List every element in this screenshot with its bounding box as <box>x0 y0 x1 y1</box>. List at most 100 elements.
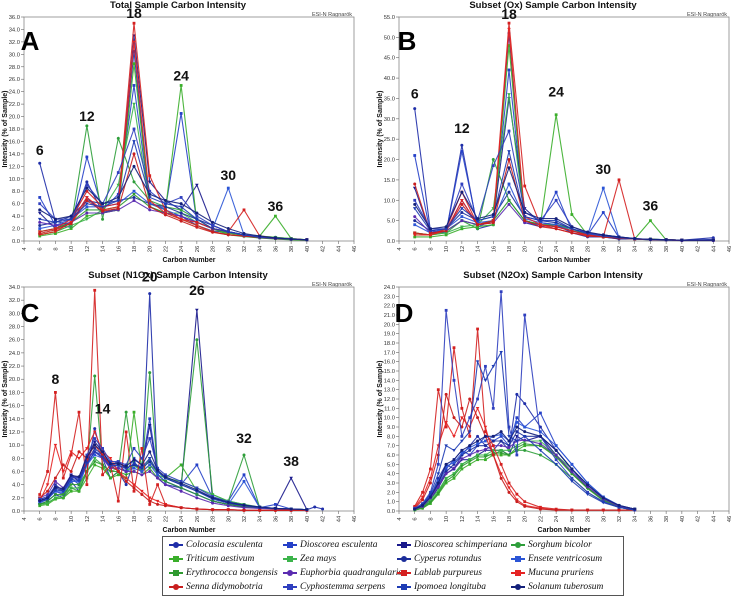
data-point <box>664 238 668 242</box>
data-point <box>46 489 50 493</box>
data-point <box>93 446 97 450</box>
data-point <box>85 124 89 128</box>
peak-annotation: 32 <box>236 430 252 446</box>
data-point <box>53 493 58 497</box>
data-point <box>179 217 183 222</box>
y-tick-label: 18.0 <box>9 127 20 133</box>
data-point <box>226 504 230 508</box>
x-tick-label: 22 <box>538 246 544 252</box>
data-point <box>77 410 81 414</box>
x-tick-label: 16 <box>116 516 122 522</box>
data-point <box>124 469 128 473</box>
legend-swatch <box>169 569 183 577</box>
x-tick-label: 42 <box>321 516 327 522</box>
data-point <box>460 451 464 455</box>
legend-label: Mucuna pruriens <box>528 568 594 578</box>
data-point <box>147 199 152 203</box>
data-point <box>476 442 479 446</box>
x-tick-label: 36 <box>648 516 654 522</box>
data-point <box>467 460 472 464</box>
y-tick-label: 14.0 <box>384 378 395 384</box>
data-point <box>421 490 424 494</box>
data-point <box>515 439 519 443</box>
data-point <box>210 493 215 497</box>
y-tick-label: 18.0 <box>9 390 20 396</box>
data-point <box>148 174 152 178</box>
data-point <box>195 338 199 342</box>
data-point <box>77 456 81 461</box>
x-tick-label: 44 <box>711 245 717 252</box>
data-point <box>554 453 558 457</box>
data-point <box>507 446 511 450</box>
data-point <box>69 227 73 230</box>
data-point <box>132 410 136 414</box>
legend-item: Sorghum bicolor <box>511 540 592 554</box>
data-point <box>155 499 160 503</box>
x-tick-label: 12 <box>85 246 91 252</box>
data-point <box>444 472 448 476</box>
data-point <box>85 462 89 466</box>
peak-annotation: 30 <box>220 167 236 183</box>
series-senna-didymobotria <box>413 392 637 512</box>
data-point <box>53 479 57 483</box>
data-point <box>273 506 277 510</box>
x-tick-label: 46 <box>727 516 733 522</box>
legend-label: Cyphostemma serpens <box>300 582 386 592</box>
legend-item: Cyphostemma serpens <box>283 582 385 596</box>
peak-annotation: 14 <box>95 400 111 416</box>
data-point <box>601 508 605 512</box>
data-point <box>85 217 89 222</box>
data-point <box>523 184 527 188</box>
data-point <box>61 463 65 467</box>
data-point <box>54 391 57 394</box>
series-solanum-tuberosum <box>38 443 309 512</box>
data-point <box>179 489 183 493</box>
data-point <box>164 208 167 212</box>
data-point <box>468 448 472 452</box>
data-point <box>85 455 89 459</box>
data-point <box>444 421 448 425</box>
data-point <box>483 379 488 383</box>
x-tick-label: 46 <box>727 246 733 252</box>
data-point <box>413 223 417 227</box>
x-tick-label: 14 <box>476 515 482 522</box>
legend-swatch <box>283 555 297 563</box>
data-point <box>179 196 183 199</box>
data-point <box>444 308 448 312</box>
data-point <box>452 458 456 462</box>
data-point <box>507 190 511 194</box>
data-point <box>452 472 456 476</box>
data-point <box>124 467 128 471</box>
y-tick-label: 8.0 <box>12 189 20 195</box>
x-tick-label: 36 <box>648 246 654 252</box>
y-tick-label: 22.0 <box>9 102 20 108</box>
y-tick-label: 16.0 <box>9 139 20 145</box>
data-point <box>483 455 488 459</box>
x-tick-label: 40 <box>680 516 686 522</box>
legend-label: Zea mays <box>300 554 337 564</box>
x-tick-label: 14 <box>101 515 107 522</box>
x-tick-label: 26 <box>570 246 576 252</box>
panel-letter: A <box>21 26 40 56</box>
data-point <box>85 186 89 190</box>
data-point <box>444 481 448 485</box>
y-tick-label: 16.0 <box>384 360 395 366</box>
data-point <box>554 463 558 467</box>
data-point <box>476 225 479 229</box>
data-point <box>460 464 464 468</box>
data-point <box>148 371 152 375</box>
x-tick-label: 24 <box>179 245 185 252</box>
x-tick-label: 34 <box>633 245 639 252</box>
chart-title: Total Sample Carbon Intensity <box>110 0 247 11</box>
data-point <box>413 154 417 157</box>
y-tick-label: 24.0 <box>9 351 20 357</box>
y-tick-label: 36.0 <box>9 15 20 21</box>
data-point <box>69 473 73 477</box>
data-point <box>53 496 58 500</box>
data-point <box>460 198 464 203</box>
data-point <box>156 473 159 477</box>
data-point <box>100 455 105 459</box>
data-point <box>507 198 511 203</box>
y-tick-label: 17.0 <box>384 350 395 356</box>
y-tick-label: 20.0 <box>9 115 20 121</box>
